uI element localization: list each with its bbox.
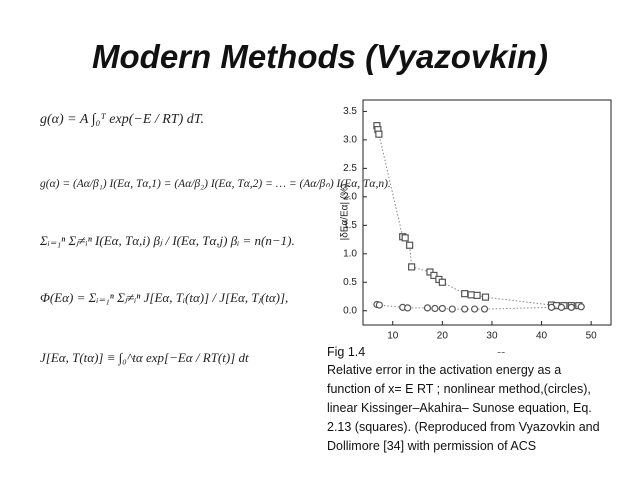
square-point [438, 278, 446, 286]
slide-title: Modern Methods (Vyazovkin) [92, 38, 548, 75]
circle-point [375, 301, 383, 309]
caption-line: Dollimore [34] with permission of ACS [327, 439, 537, 453]
circle-point [404, 304, 412, 312]
x-tick-label: 20 [437, 331, 449, 342]
y-tick-label: 3.0 [343, 135, 357, 146]
y-tick-label: 1.0 [343, 248, 357, 259]
circle-point [577, 303, 585, 311]
plot-frame [362, 99, 612, 326]
figure-label: Fig 1.4 [327, 345, 366, 359]
y-tick-label: 0.0 [343, 305, 357, 316]
square-point [467, 291, 475, 299]
x-tick-label: 50 [586, 331, 598, 342]
fit-curve [376, 125, 579, 307]
x-tick-label: 40 [536, 331, 548, 342]
square-point [408, 263, 416, 271]
x-tick-label: 10 [387, 331, 399, 342]
circle-point [438, 304, 446, 313]
square-point [430, 271, 438, 280]
equation: g(α) = (Aα/β₁) I(Eα, Tα,1) = (Aα/β₂) I(E… [40, 178, 391, 190]
y-tick-label: 3.5 [343, 106, 357, 117]
caption-line: 2.13 (squares). (Reproduced from Vyazovk… [327, 420, 600, 434]
circle-point [547, 303, 556, 311]
x-tick-label: 30 [486, 331, 498, 342]
equation: g(α) = A ∫₀ᵀ exp(−E / RT) dT. [40, 112, 205, 127]
circle-point [461, 305, 469, 313]
equation: Φ(Eα) = Σᵢ₌₁ⁿ Σⱼ≠ᵢⁿ J[Eα, Tᵢ(tα)] / J[Eα… [40, 290, 289, 305]
square-point [406, 241, 414, 249]
equation: J[Eα, T(tα)] ≡ ∫₀^tα exp[−Eα / RT(t)] dt [40, 350, 249, 365]
square-point [375, 130, 383, 138]
circle-point [448, 305, 456, 313]
y-tick-label: 1.5 [343, 220, 357, 231]
circle-point [567, 303, 575, 311]
square-point [401, 234, 409, 242]
circle-point [423, 304, 432, 312]
caption-mark: -- [497, 345, 506, 359]
y-tick-label: 2.5 [343, 163, 357, 174]
circle-point [471, 305, 479, 313]
caption-line: function of x= E RT ; nonlinear method,(… [327, 382, 591, 396]
y-axis-label: |δEα/Eα| (%) [340, 184, 351, 241]
equation: Σᵢ₌₁ⁿ Σⱼ≠ᵢⁿ I(Eα, Tα,i) βⱼ / I(Eα, Tα,j)… [40, 233, 295, 248]
circle-point [431, 304, 439, 313]
circle-point [480, 305, 489, 313]
square-point [481, 293, 490, 301]
circle-point [557, 303, 566, 311]
square-point [461, 290, 469, 298]
caption-line: linear Kissinger–Akahira– Sunose equatio… [327, 401, 592, 415]
y-tick-label: 2.0 [343, 191, 357, 202]
y-tick-label: 0.5 [343, 277, 357, 288]
square-point [473, 291, 481, 299]
caption-line: Relative error in the activation energy … [327, 363, 562, 377]
